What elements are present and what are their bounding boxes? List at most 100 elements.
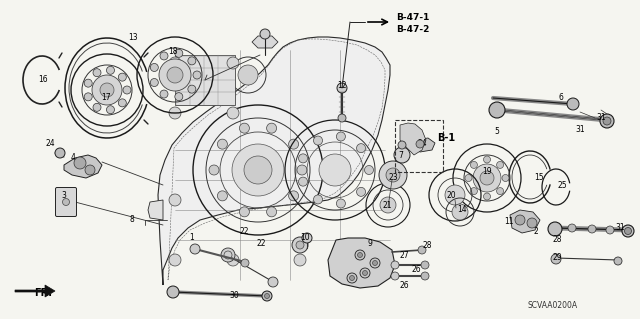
Circle shape — [190, 244, 200, 254]
Circle shape — [603, 117, 611, 125]
Circle shape — [92, 75, 122, 105]
Text: 30: 30 — [229, 292, 239, 300]
Text: 15: 15 — [534, 173, 544, 182]
Text: 20: 20 — [446, 190, 456, 199]
Circle shape — [372, 261, 378, 265]
Circle shape — [355, 250, 365, 260]
Circle shape — [298, 177, 308, 186]
Circle shape — [347, 273, 357, 283]
Circle shape — [568, 224, 576, 232]
Polygon shape — [400, 123, 426, 155]
Polygon shape — [413, 138, 435, 152]
Circle shape — [379, 161, 407, 189]
Circle shape — [386, 168, 400, 182]
Circle shape — [169, 57, 181, 69]
Circle shape — [421, 272, 429, 280]
Circle shape — [338, 114, 346, 122]
Polygon shape — [15, 285, 55, 297]
Circle shape — [362, 271, 367, 276]
Circle shape — [123, 86, 131, 94]
Circle shape — [175, 49, 183, 57]
Circle shape — [356, 187, 365, 197]
Text: 29: 29 — [552, 254, 562, 263]
Text: 28: 28 — [552, 235, 562, 244]
Circle shape — [470, 188, 477, 195]
Circle shape — [421, 261, 429, 269]
Circle shape — [337, 199, 346, 208]
Circle shape — [209, 165, 219, 175]
Circle shape — [391, 261, 399, 269]
Circle shape — [167, 67, 183, 83]
Circle shape — [551, 254, 561, 264]
Circle shape — [360, 268, 370, 278]
Circle shape — [473, 164, 501, 192]
Circle shape — [497, 161, 504, 168]
Text: 2: 2 — [534, 226, 538, 235]
Circle shape — [74, 157, 86, 169]
Text: B-47-1: B-47-1 — [396, 13, 429, 23]
Polygon shape — [158, 37, 390, 285]
Text: FR.: FR. — [34, 288, 52, 298]
Circle shape — [93, 69, 101, 77]
Circle shape — [365, 166, 374, 174]
Text: 18: 18 — [168, 47, 178, 56]
Circle shape — [55, 148, 65, 158]
Circle shape — [314, 136, 323, 145]
Circle shape — [380, 197, 396, 213]
Circle shape — [262, 291, 272, 301]
Circle shape — [169, 107, 181, 119]
Polygon shape — [148, 200, 163, 220]
Text: 25: 25 — [557, 181, 567, 189]
Circle shape — [159, 59, 191, 91]
Circle shape — [349, 276, 355, 280]
Circle shape — [160, 90, 168, 98]
Text: 24: 24 — [45, 138, 55, 147]
Circle shape — [218, 139, 227, 149]
Circle shape — [418, 246, 426, 254]
Text: 22: 22 — [256, 240, 266, 249]
Text: 10: 10 — [300, 234, 310, 242]
Text: 27: 27 — [399, 250, 409, 259]
Circle shape — [622, 225, 634, 237]
Circle shape — [358, 253, 362, 257]
Circle shape — [356, 144, 365, 153]
Circle shape — [241, 259, 249, 267]
Text: 5: 5 — [495, 127, 499, 136]
Circle shape — [150, 78, 158, 86]
Text: B-1: B-1 — [437, 133, 455, 143]
Circle shape — [398, 141, 406, 149]
Text: 14: 14 — [457, 205, 467, 214]
Text: 9: 9 — [367, 239, 372, 248]
Bar — [175, 55, 235, 105]
Circle shape — [175, 93, 183, 101]
Circle shape — [416, 140, 424, 148]
Circle shape — [267, 123, 276, 133]
Circle shape — [337, 132, 346, 141]
Circle shape — [244, 156, 272, 184]
Circle shape — [150, 63, 158, 71]
Circle shape — [239, 123, 250, 133]
Polygon shape — [252, 36, 278, 48]
Text: 31: 31 — [596, 113, 606, 122]
Text: 1: 1 — [189, 234, 195, 242]
Circle shape — [548, 222, 562, 236]
Circle shape — [118, 73, 126, 81]
Text: 3: 3 — [61, 191, 67, 201]
Circle shape — [625, 227, 632, 234]
Text: 28: 28 — [422, 241, 432, 249]
Circle shape — [227, 57, 239, 69]
Circle shape — [314, 195, 323, 204]
Text: 26: 26 — [411, 265, 421, 275]
Circle shape — [296, 241, 304, 249]
Circle shape — [297, 165, 307, 175]
Circle shape — [394, 147, 410, 163]
Circle shape — [483, 193, 490, 200]
Circle shape — [502, 174, 509, 182]
Circle shape — [289, 139, 299, 149]
Circle shape — [267, 207, 276, 217]
Circle shape — [169, 194, 181, 206]
Circle shape — [483, 156, 490, 163]
Circle shape — [319, 154, 351, 186]
Text: 6: 6 — [559, 93, 563, 101]
Circle shape — [452, 204, 468, 220]
